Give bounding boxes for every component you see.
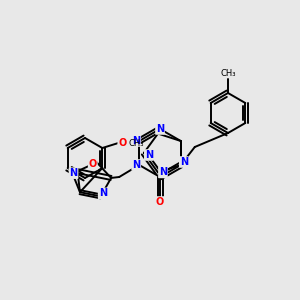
Text: N: N bbox=[180, 157, 188, 167]
Text: CH₃: CH₃ bbox=[220, 68, 236, 77]
Text: N: N bbox=[99, 188, 107, 198]
Text: N: N bbox=[145, 150, 153, 160]
Text: N: N bbox=[156, 124, 164, 134]
Text: N: N bbox=[70, 168, 78, 178]
Text: CH₃: CH₃ bbox=[128, 139, 144, 148]
Text: N: N bbox=[132, 160, 140, 170]
Text: O: O bbox=[118, 138, 126, 148]
Text: O: O bbox=[89, 159, 97, 170]
Text: N: N bbox=[159, 167, 167, 177]
Text: O: O bbox=[156, 197, 164, 207]
Text: N: N bbox=[132, 136, 140, 146]
